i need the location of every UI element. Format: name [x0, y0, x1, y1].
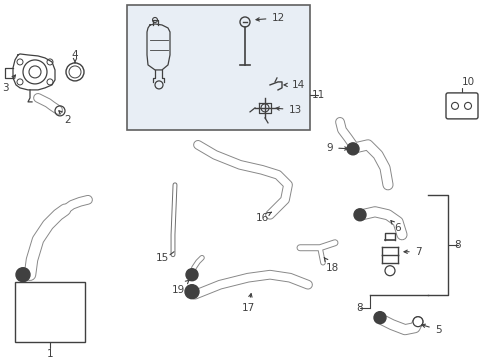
Circle shape — [16, 268, 30, 282]
Circle shape — [185, 285, 199, 299]
Text: 11: 11 — [311, 90, 325, 100]
Text: 8: 8 — [455, 240, 461, 250]
FancyBboxPatch shape — [127, 5, 310, 130]
Circle shape — [374, 312, 386, 324]
Text: 1: 1 — [47, 348, 53, 359]
Circle shape — [354, 209, 366, 221]
Text: 13: 13 — [276, 105, 302, 115]
Text: 9: 9 — [327, 143, 348, 153]
Bar — [15, 282, 85, 342]
Text: 3: 3 — [1, 75, 16, 93]
Text: 19: 19 — [172, 280, 189, 295]
Text: 14: 14 — [284, 80, 305, 90]
Circle shape — [347, 143, 359, 155]
Circle shape — [186, 269, 198, 281]
Text: 6: 6 — [391, 221, 401, 233]
Text: 7: 7 — [404, 247, 421, 257]
Text: 8: 8 — [357, 303, 363, 313]
Text: 16: 16 — [255, 212, 271, 223]
Text: 18: 18 — [324, 257, 339, 273]
FancyBboxPatch shape — [446, 93, 478, 119]
Text: 12: 12 — [256, 13, 285, 23]
Text: 2: 2 — [59, 111, 72, 125]
Text: 5: 5 — [422, 324, 441, 335]
Text: 10: 10 — [462, 77, 474, 87]
Text: 17: 17 — [242, 294, 255, 313]
Text: 15: 15 — [155, 253, 169, 263]
Text: 4: 4 — [72, 50, 78, 63]
